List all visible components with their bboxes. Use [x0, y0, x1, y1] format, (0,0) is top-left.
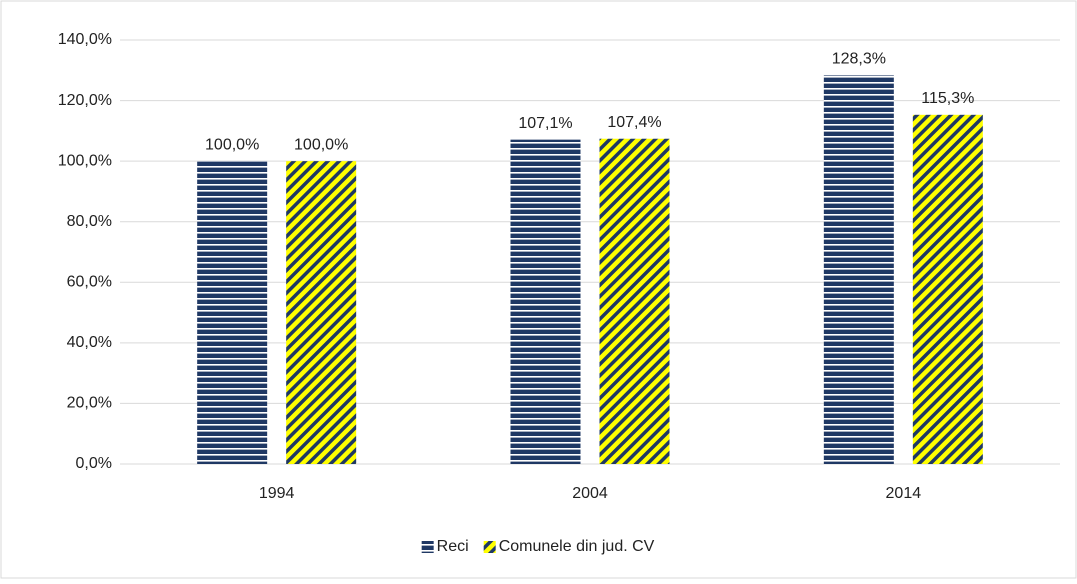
data-label: 128,3%: [832, 51, 886, 68]
legend-swatch: [421, 541, 434, 553]
x-tick-label: 2014: [886, 485, 922, 502]
data-label: 107,1%: [518, 115, 572, 132]
data-label: 115,3%: [921, 90, 974, 107]
y-tick-label: 20,0%: [67, 395, 112, 412]
x-tick-label: 1994: [259, 485, 295, 502]
legend-swatch: [483, 541, 496, 553]
x-tick-label: 2004: [572, 485, 608, 502]
data-label: 100,0%: [294, 136, 348, 153]
bar: [599, 138, 670, 464]
y-tick-label: 140,0%: [58, 31, 112, 48]
y-tick-label: 0,0%: [76, 455, 112, 472]
bar: [197, 161, 268, 464]
y-tick-label: 100,0%: [58, 152, 112, 169]
bar: [823, 75, 894, 464]
data-label: 107,4%: [607, 114, 661, 131]
legend-label: Comunele din jud. CV: [499, 538, 655, 555]
data-label: 100,0%: [205, 136, 259, 153]
bar: [912, 114, 983, 464]
y-tick-label: 60,0%: [67, 274, 112, 291]
bar: [286, 161, 357, 464]
legend-label: Reci: [437, 538, 469, 555]
y-tick-label: 120,0%: [58, 92, 112, 109]
y-tick-label: 80,0%: [67, 213, 112, 230]
bar: [510, 139, 581, 464]
y-tick-label: 40,0%: [67, 334, 112, 351]
